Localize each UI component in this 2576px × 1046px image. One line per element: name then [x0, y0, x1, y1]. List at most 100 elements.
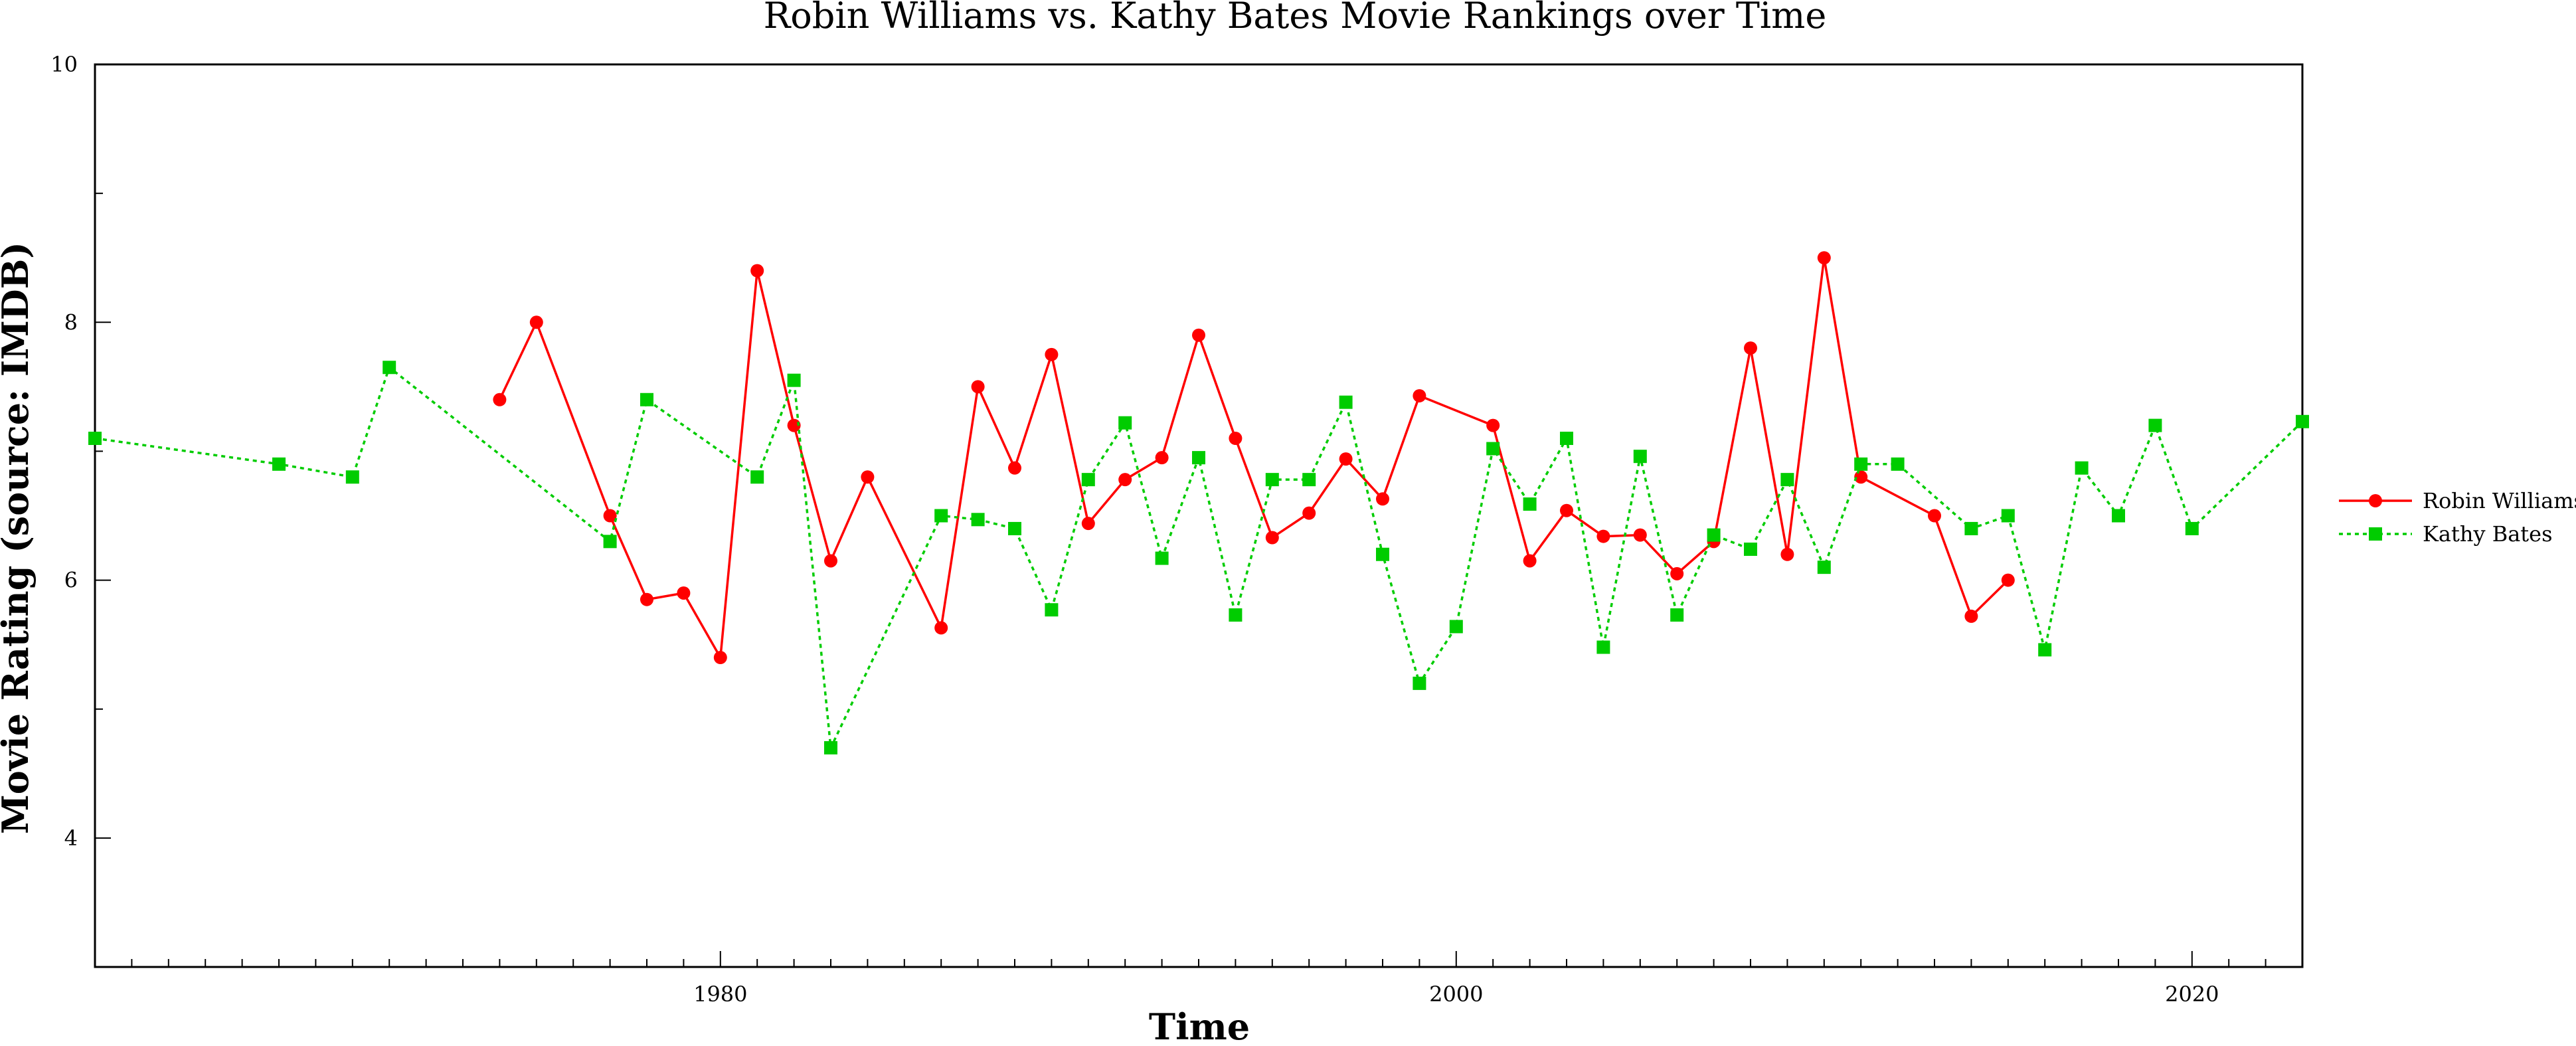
data-point — [1560, 432, 1573, 446]
data-point — [1523, 554, 1537, 568]
y-tick-label: 8 — [64, 309, 78, 335]
data-point — [1265, 531, 1279, 545]
data-point — [1081, 473, 1095, 487]
x-axis-label: Time — [1149, 1005, 1250, 1046]
legend-item: Robin Williams — [2339, 488, 2576, 513]
data-point — [934, 621, 948, 635]
data-point — [1302, 473, 1316, 487]
data-point — [2038, 643, 2052, 657]
data-point — [1081, 517, 1095, 531]
data-point — [2112, 509, 2125, 523]
legend-label: Kathy Bates — [2423, 521, 2553, 547]
series-layer — [88, 251, 2309, 754]
data-point — [1854, 457, 1868, 471]
data-point — [1155, 451, 1169, 465]
data-point — [1413, 676, 1426, 690]
data-point — [971, 513, 985, 527]
x-tick-label: 2000 — [1429, 982, 1483, 1007]
y-tick-label: 4 — [64, 826, 78, 851]
data-point — [1744, 542, 1757, 556]
data-point — [2075, 461, 2089, 475]
data-point — [1486, 418, 1500, 432]
data-point — [1229, 432, 1243, 446]
legend-label: Robin Williams — [2423, 488, 2576, 513]
data-point — [1633, 450, 1647, 464]
data-point — [603, 535, 617, 549]
data-point — [272, 457, 286, 471]
data-point — [1449, 620, 1463, 634]
data-point — [1376, 492, 1389, 506]
legend-marker — [2369, 527, 2382, 541]
data-point — [603, 509, 617, 523]
y-axis-label: Movie Rating (source: IMDB) — [0, 242, 37, 834]
data-point — [2001, 509, 2015, 523]
data-point — [1339, 452, 1353, 466]
data-point — [971, 380, 985, 394]
data-point — [1560, 503, 1573, 517]
chart-title: Robin Williams vs. Kathy Bates Movie Ran… — [764, 0, 1827, 37]
data-point — [713, 651, 727, 665]
data-point — [383, 361, 396, 375]
legend-item: Kathy Bates — [2339, 521, 2553, 547]
data-point — [1229, 608, 1243, 622]
data-point — [750, 470, 764, 484]
data-point — [1045, 603, 1059, 617]
data-point — [1192, 328, 1205, 342]
data-point — [1780, 547, 1794, 561]
data-point — [345, 470, 359, 484]
data-point — [1118, 473, 1132, 487]
data-point — [1192, 451, 1205, 465]
data-point — [2185, 521, 2199, 535]
data-point — [1155, 551, 1169, 565]
y-tick-label: 10 — [50, 52, 78, 77]
plot-frame — [94, 63, 2304, 968]
data-point — [1854, 470, 1868, 484]
data-point — [1118, 416, 1132, 430]
data-point — [1964, 609, 1978, 623]
data-point — [2148, 418, 2162, 432]
data-point — [2296, 414, 2309, 428]
data-point — [1008, 521, 1021, 535]
x-tick-label: 1980 — [693, 982, 747, 1007]
data-point — [1523, 497, 1537, 511]
data-point — [1928, 509, 1941, 523]
data-point — [824, 554, 837, 568]
series-line — [94, 365, 2304, 752]
series-line — [498, 257, 2010, 661]
data-point — [934, 509, 948, 523]
data-point — [1891, 457, 1905, 471]
data-point — [1744, 341, 1757, 355]
data-point — [1376, 547, 1389, 561]
data-point — [1302, 506, 1316, 520]
data-point — [88, 432, 102, 446]
data-point — [1413, 389, 1426, 402]
data-point — [493, 392, 507, 406]
data-point — [529, 315, 543, 329]
data-point — [1339, 395, 1353, 409]
series-kathy-bates — [88, 361, 2309, 754]
data-point — [1670, 608, 1684, 622]
legend-marker — [2369, 494, 2382, 507]
y-tick-label: 6 — [64, 568, 78, 593]
data-point — [750, 264, 764, 278]
data-point — [861, 470, 875, 484]
axis-ticks: 1980 2000 2020 4 6 8 10 — [50, 52, 2303, 1007]
data-point — [1596, 640, 1610, 654]
data-point — [824, 741, 837, 754]
data-point — [677, 586, 691, 600]
data-point — [1265, 473, 1279, 487]
data-point — [1633, 528, 1647, 542]
legend: Robin Williams Kathy Bates — [2339, 488, 2576, 547]
data-point — [1780, 473, 1794, 487]
data-point — [1964, 521, 1978, 535]
data-point — [1707, 528, 1721, 542]
data-point — [1817, 251, 1831, 265]
data-point — [1670, 567, 1684, 580]
data-point — [1596, 529, 1610, 543]
data-point — [640, 392, 653, 406]
data-point — [1486, 442, 1500, 456]
data-point — [1045, 347, 1059, 361]
data-point — [1008, 461, 1021, 475]
data-point — [1817, 561, 1831, 574]
